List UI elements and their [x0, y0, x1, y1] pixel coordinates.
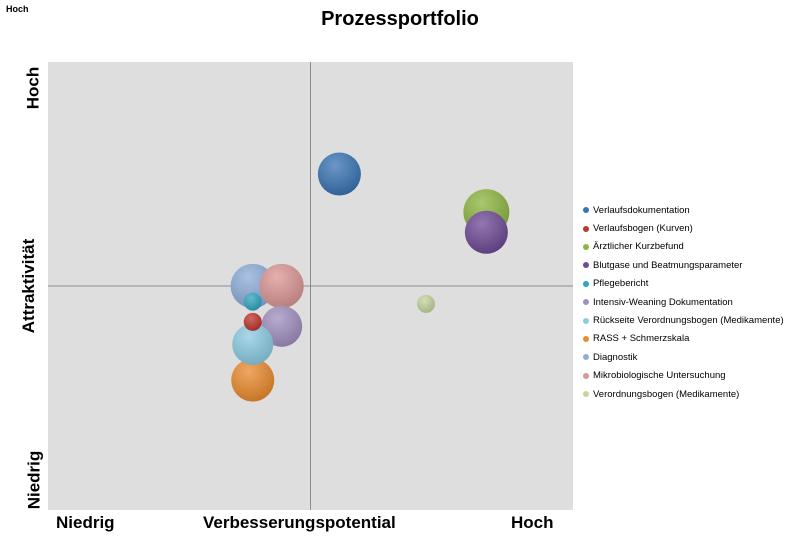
- legend-label: Verordnungsbogen (Medikamente): [593, 388, 740, 400]
- legend-label: Verlaufsbogen (Kurven): [593, 223, 693, 235]
- legend-item-intensiv-weaning-dokumentation: Intensiv-Weaning Dokumentation: [583, 293, 798, 311]
- y-axis-high-label: Hoch: [23, 66, 43, 110]
- legend-label: Pflegebericht: [593, 278, 649, 290]
- bubble-pflegebericht[interactable]: [243, 292, 262, 311]
- legend-label: Blutgase und Beatmungsparameter: [593, 259, 743, 271]
- legend-swatch: [583, 299, 589, 306]
- bubble-rass-schmerzskala[interactable]: [231, 358, 275, 402]
- legend-swatch: [583, 262, 589, 269]
- bubble-verordnungsbogen-medikamente[interactable]: [417, 294, 435, 313]
- y-axis-title: Attraktivität: [19, 238, 39, 334]
- legend-swatch: [583, 354, 589, 361]
- legend-item-verlaufsdokumentation: Verlaufsdokumentation: [583, 201, 798, 219]
- legend-item-verlaufsbogen-kurven: Verlaufsbogen (Kurven): [583, 219, 798, 237]
- legend-label: Diagnostik: [593, 351, 638, 363]
- legend-item-verordnungsbogen-medikamente: Verordnungsbogen (Medikamente): [583, 385, 798, 403]
- legend-label: Mikrobiologische Untersuchung: [593, 370, 726, 382]
- legend-swatch: [583, 225, 589, 232]
- bubbles-group: [230, 152, 510, 402]
- legend-item-diagnostik: Diagnostik: [583, 348, 798, 366]
- legend-label: Verlaufsdokumentation: [593, 204, 690, 216]
- legend-item-rass-schmerzskala: RASS + Schmerzskala: [583, 330, 798, 348]
- legend-label: Ärztlicher Kurzbefund: [593, 241, 684, 253]
- legend-swatch: [583, 335, 589, 342]
- legend-item-blutgase-und-beatmungsparameter: Blutgase und Beatmungsparameter: [583, 256, 798, 274]
- legend-item-arztlicher-kurzbefund: Ärztlicher Kurzbefund: [583, 238, 798, 256]
- x-axis-high-label: Hoch: [511, 513, 554, 532]
- corner-label: Hoch: [6, 4, 29, 14]
- legend: Verlaufsdokumentation Verlaufsbogen (Kurv…: [583, 201, 798, 403]
- legend-swatch: [583, 317, 589, 324]
- bubble-verlaufsbogen-kurven[interactable]: [243, 312, 262, 331]
- x-axis-title: Verbesserungspotential: [203, 513, 396, 532]
- legend-swatch: [583, 243, 589, 250]
- legend-swatch: [583, 207, 589, 214]
- legend-swatch: [583, 280, 589, 287]
- legend-label: Intensiv-Weaning Dokumentation: [593, 296, 733, 308]
- bubble-verlaufsdokumentation[interactable]: [317, 152, 361, 196]
- x-axis-low-label: Niedrig: [56, 513, 115, 532]
- legend-swatch: [583, 391, 589, 398]
- legend-item-pflegebericht: Pflegebericht: [583, 275, 798, 293]
- legend-swatch: [583, 372, 589, 379]
- legend-item-ruckseite-verordnungsbogen-medikamente: Rückseite Verordnungsbogen (Medikamente): [583, 311, 798, 329]
- legend-label: Rückseite Verordnungsbogen (Medikamente): [593, 315, 784, 327]
- chart-title: Prozessportfolio: [321, 8, 479, 30]
- y-axis-low-label: Niedrig: [24, 450, 44, 510]
- bubble-blutgase-und-beatmungsparameter[interactable]: [464, 210, 508, 254]
- bubble-mikrobiologische-untersuchung[interactable]: [259, 263, 304, 309]
- legend-label: RASS + Schmerzskala: [593, 333, 690, 345]
- bubble-ruckseite-verordnungsbogen-medikamente[interactable]: [232, 323, 274, 365]
- legend-item-mikrobiologische-untersuchung: Mikrobiologische Untersuchung: [583, 367, 798, 385]
